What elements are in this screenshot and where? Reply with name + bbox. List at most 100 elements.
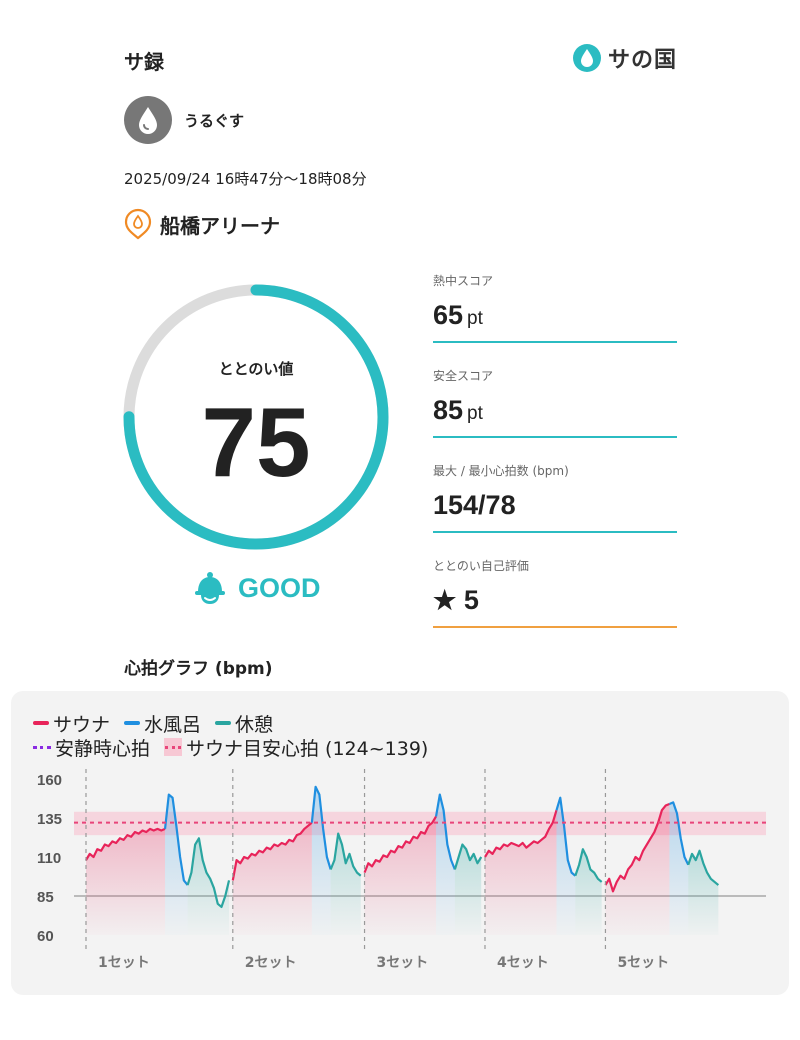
rest-series-line [186,837,231,909]
stat-number: 5 [463,585,479,615]
divider [433,436,677,438]
stat-value: 85 pt [433,395,483,426]
facility-name: 船橋アリーナ [160,213,280,238]
y-tick-label: 135 [37,811,62,828]
user-name[interactable]: うるぐす [184,111,245,130]
legend-label: 休憩 [235,713,274,736]
stat-number: 85 [433,395,464,425]
rest-series-area [330,833,361,935]
score-ring-progress [123,284,389,550]
stat-unit: pt [467,403,483,424]
legend-swatch [33,721,49,725]
rest-series-line [453,843,483,870]
cold-series-line [163,793,189,886]
sauna-series-area [86,828,166,935]
sauna-series-area [232,822,312,935]
cold-series-area [669,802,689,935]
stat-label: 最大 / 最小心拍数 (bpm) [433,464,569,478]
sauna-series-line [484,809,558,858]
legend-rest: 休憩 [215,710,273,737]
divider [433,626,677,628]
sauna-series-line [363,815,437,874]
water-drop-logo-icon [573,44,601,72]
rest-series-area [187,838,230,935]
legend-row: サウナ 水風呂 休憩 [33,710,428,737]
legend-row: 安静時心拍 サウナ目安心拍 (124~139) [33,734,428,761]
legend-label: 水風呂 [144,713,202,736]
legend-cold: 水風呂 [124,710,201,737]
cold-series-line [434,793,456,870]
drop-icon [139,107,157,134]
score-ring-graphic [123,284,389,550]
brand-text: サの国 [608,48,678,73]
legend-label: サウナ目安心拍 (124~139) [186,737,429,760]
x-tick-label: 3セット [377,955,429,971]
graph-title: 心拍グラフ (bpm) [124,659,273,679]
cold-series-area [311,786,331,935]
star-icon: ★ [433,585,457,615]
y-tick-label: 160 [37,772,62,789]
score-value: 75 [201,387,311,497]
divider [433,531,677,533]
stat-label: 熱中スコア [433,274,494,288]
rest-series-line [574,848,603,883]
y-tick-label: 60 [37,928,54,945]
legend-label: 安静時心拍 [55,737,151,760]
cold-series-line [669,801,690,866]
x-tick-label: 5セット [617,955,669,971]
sauna-hat-icon [195,572,225,604]
stat-label: 安全スコア [433,369,494,383]
legend-swatch [164,738,183,756]
legend-target: サウナ目安心拍 (124~139) [164,734,428,761]
heart-rate-chart: 160 135 110 85 60 1セット 2セット 3セット 4セット 5セット [37,769,766,971]
legend-swatch [215,721,232,725]
rating-text: GOOD [238,572,321,603]
sauna-series-line [231,821,313,881]
sauna-series-line [85,827,166,861]
legend-swatch [124,721,141,725]
session-datetime: 2025/09/24 16時47分〜18時08分 [124,170,367,188]
score-ring: ととのい値 75 [122,278,390,556]
y-tick-label: 85 [37,889,54,906]
facility[interactable]: 船橋アリーナ [124,208,280,240]
page-title: サ録 [124,50,164,74]
legend-label: サウナ [53,713,111,736]
cold-series-area [436,794,455,935]
rest-series-line [329,832,362,877]
stat-number: 65 [433,300,464,330]
stat-label: ととのい自己評価 [433,559,529,573]
sauna-series-line [604,802,670,893]
divider [433,341,677,343]
user-info: うるぐす [124,96,244,144]
brand-logo: サの国 [572,42,677,74]
cold-series-area [165,794,188,935]
legend-swatch [33,745,51,749]
legend-resting: 安静時心拍 [33,734,150,761]
stat-safety-score: 安全スコア 85 pt [433,363,677,458]
stat-heat-score: 熱中スコア 65 pt [433,268,677,363]
sauna-series-area [484,810,557,935]
heart-rate-graph-card: サウナ 水風呂 休憩 安静時心拍 サウナ目安心拍 (124~139) 160 13… [11,691,789,995]
stat-value: ★ 5 [433,585,479,616]
facility-pin-icon [124,208,152,240]
stat-value: 154/78 [433,490,516,521]
rating-badge: GOOD [192,570,321,606]
score-label: ととのい値 [218,360,294,378]
legend-sauna: サウナ [33,710,110,737]
x-tick-label: 4セット [497,955,549,971]
x-tick-label: 2セット [245,955,297,971]
stats-panel: 熱中スコア 65 pt 安全スコア 85 pt 最大 / 最小心拍数 (bpm) 1… [433,268,677,648]
y-tick-label: 110 [37,850,61,867]
stat-heart-rate: 最大 / 最小心拍数 (bpm) 154/78 [433,458,677,553]
cold-series-line [310,785,332,870]
cold-series-line [555,796,577,877]
avatar[interactable] [124,96,172,144]
rest-series-line [687,849,720,886]
rest-series-area [454,844,482,935]
stat-unit: pt [467,308,483,329]
stat-value: 65 pt [433,300,483,331]
rest-series-area [575,849,602,935]
x-tick-label: 1セット [98,955,150,971]
rest-series-area [688,850,719,935]
graph-legend: サウナ 水風呂 休憩 安静時心拍 サウナ目安心拍 (124~139) [33,710,428,761]
